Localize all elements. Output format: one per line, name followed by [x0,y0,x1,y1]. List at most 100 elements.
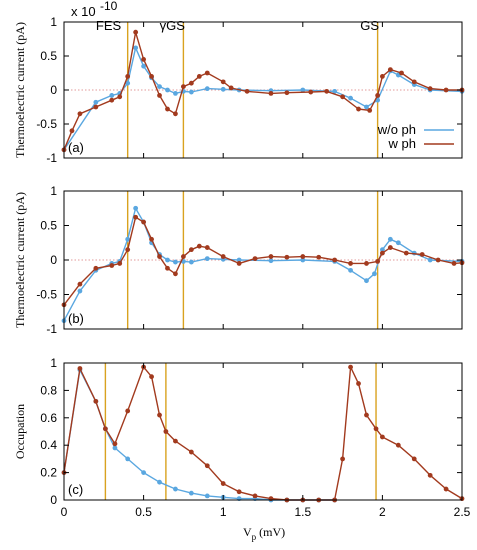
y-axis-label: Thermoelectric current (pA) [13,22,27,158]
data-point [268,91,274,96]
data-point [387,67,393,72]
data-point [109,263,115,268]
data-point [141,470,147,475]
data-point [443,87,449,93]
data-point [125,247,131,253]
y-tick-label: 0.2 [40,466,57,480]
data-point [181,84,186,89]
data-point [427,257,433,263]
plot-frame [63,362,463,501]
x-axis-label-subscript: p [252,532,257,542]
y-tick-label: 0.4 [40,438,57,452]
data-point [268,254,274,259]
data-point [387,245,393,250]
data-point [252,256,258,262]
data-point [173,486,178,492]
data-point [157,84,162,89]
x-tick-label: 1.5 [294,505,311,519]
y-tick-label: -1 [46,322,57,336]
y-tick-label: 0.8 [40,383,57,397]
y-axis-label: Thermoelectric current (pA) [13,192,27,328]
data-point [149,374,154,380]
data-point [364,261,369,266]
data-point [157,93,162,98]
data-point [188,247,194,253]
series-line-without-phonon [63,369,335,501]
data-point [373,426,379,432]
data-point [395,240,401,246]
panel-label: (a) [68,140,84,155]
data-point [236,261,242,266]
data-point [380,247,385,253]
series-line-without-phonon [63,207,463,322]
data-point [332,257,338,263]
x-axis-label: Vp (mV) [243,525,285,542]
data-point [188,490,194,496]
data-point [112,441,118,447]
data-point [348,267,353,273]
data-point [375,258,381,264]
x-tick-label: 2.5 [454,505,471,519]
data-point [188,80,194,86]
data-point [117,94,123,100]
data-point [93,265,99,271]
data-point [204,70,210,76]
data-point [332,88,338,94]
data-point [157,254,162,259]
data-point [141,219,147,225]
data-point [165,87,170,93]
x-tick-label: 0 [61,505,68,519]
data-point [300,87,306,93]
data-point [387,236,393,242]
data-point [348,364,353,370]
y-tick-label: 1 [50,15,57,29]
data-point [380,434,385,440]
data-point [149,74,154,79]
data-point [324,88,330,94]
data-point [165,257,170,263]
data-point [399,70,404,76]
data-point [109,97,115,103]
data-point [133,214,139,220]
y-tick-label: 0 [50,83,57,97]
data-point [77,366,83,371]
data-point [125,74,131,79]
y-tick-label: 1 [50,184,57,198]
y-axis-label: Occupation [13,404,27,459]
data-point [340,94,345,100]
y-tick-label: 0 [50,253,57,267]
data-point [141,57,147,62]
data-point [380,250,385,256]
data-point [109,93,115,98]
data-point [204,256,210,262]
data-point [93,398,99,404]
series-line-with-phonon [63,216,463,306]
data-point [435,257,441,263]
data-point [188,89,194,95]
data-point [165,106,170,112]
data-point [173,259,178,265]
data-point [364,278,369,284]
data-point [284,254,290,260]
data-point [204,86,210,92]
data-point [173,111,178,117]
x-tick-label: 1 [220,505,227,519]
y-tick-label: 0.5 [40,219,57,233]
data-point [157,479,162,485]
data-point [77,281,83,287]
data-point [252,493,258,499]
data-point [188,449,194,455]
data-point [77,111,83,117]
data-point [173,271,178,277]
data-point [220,254,226,259]
data-point [93,104,99,110]
data-point [204,245,210,250]
data-point [204,463,210,469]
data-point [284,90,290,96]
data-point [308,89,314,95]
data-point [228,85,234,91]
data-point [204,493,210,499]
x-axis-label-main: V [243,525,252,539]
data-point [380,74,385,79]
y-tick-label: 0 [50,493,57,507]
